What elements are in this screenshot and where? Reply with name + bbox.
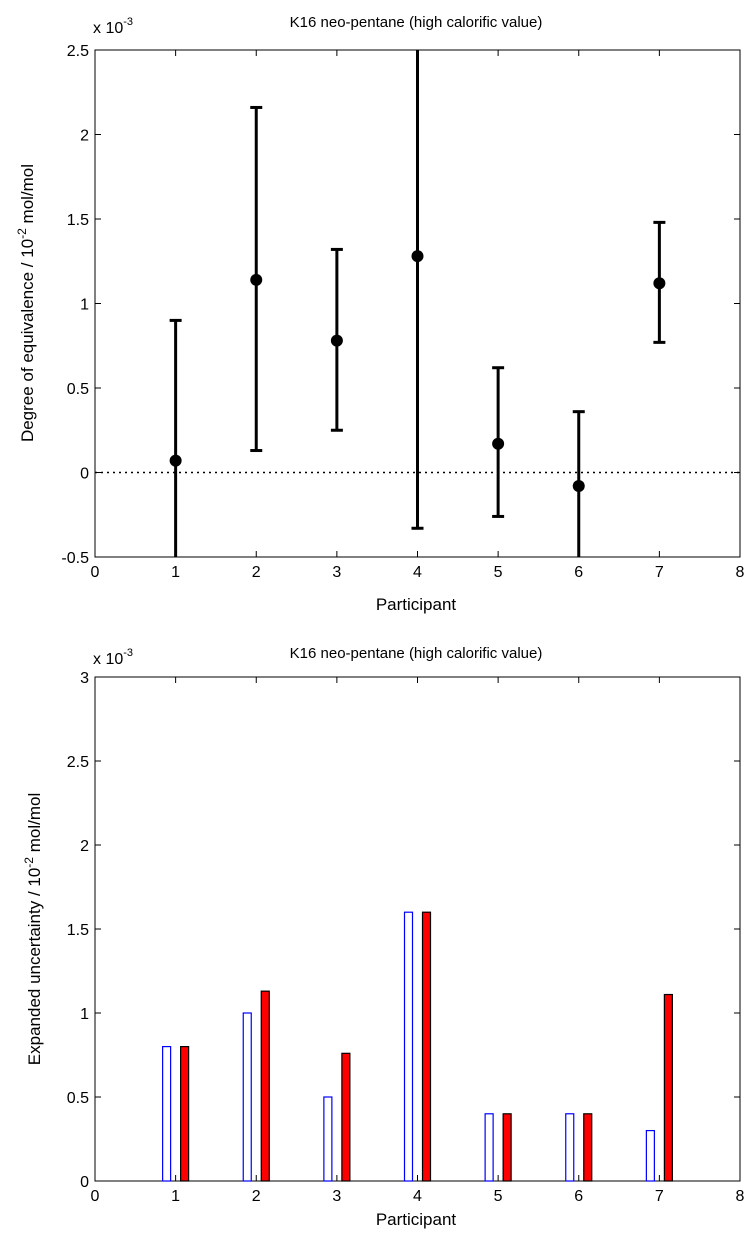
uncertainty-chart-ylabel: Expanded uncertainty / 10-2 mol/mol bbox=[22, 793, 44, 1065]
doe-chart-axes: 0 1 2 3 4 5 6 7 8-0.500.511.522.5 bbox=[61, 43, 744, 581]
1-unc-ytick-label: 1 bbox=[80, 1006, 89, 1023]
data-point bbox=[169, 454, 182, 467]
1-unc-ytick-label: 0.5 bbox=[67, 1090, 89, 1107]
0-doe-xtick-label: 1 bbox=[171, 564, 180, 581]
bar-series-blue bbox=[484, 1113, 494, 1182]
1-unc-xtick-label: 2 bbox=[252, 1188, 261, 1205]
data-point bbox=[330, 334, 343, 347]
bar-series-blue bbox=[645, 1129, 655, 1182]
1-unc-xtick-label: 6 bbox=[574, 1188, 583, 1205]
0-doe-xtick-label: 5 bbox=[494, 564, 503, 581]
bar-series-red bbox=[260, 990, 270, 1182]
1-unc-xtick-label: 8 bbox=[736, 1188, 745, 1205]
0-doe-xtick-label: 0 bbox=[91, 564, 100, 581]
data-point bbox=[653, 277, 666, 290]
1-unc-xtick-label: 0 bbox=[91, 1188, 100, 1205]
doe-chart-ylabel: Degree of equivalence / 10-2 mol/mol bbox=[15, 164, 37, 442]
1-unc-xtick-label: 4 bbox=[413, 1188, 422, 1205]
0-doe-ytick-label: 0.5 bbox=[67, 381, 89, 398]
1-unc-plot-frame bbox=[94, 676, 741, 1182]
uncertainty-chart-title: K16 neo-pentane (high calorific value) bbox=[290, 645, 543, 662]
0-doe-xtick-label: 6 bbox=[574, 564, 583, 581]
1-unc-ytick-label: 1.5 bbox=[67, 922, 89, 939]
data-point bbox=[492, 437, 505, 450]
uncertainty-chart: K16 neo-pentane (high calorific value) x… bbox=[22, 645, 745, 1229]
0-doe-ytick-label: 2.5 bbox=[67, 43, 89, 60]
data-point bbox=[250, 273, 263, 286]
bar-series-blue bbox=[242, 1012, 252, 1182]
doe-chart-exponent: x 10-3 bbox=[93, 16, 133, 37]
bar-series-red bbox=[663, 993, 673, 1182]
0-doe-xtick-label: 3 bbox=[332, 564, 341, 581]
uncertainty-chart-exponent: x 10-3 bbox=[93, 647, 133, 668]
1-unc-ytick-label: 3 bbox=[80, 670, 89, 687]
data-point bbox=[411, 250, 424, 263]
0-doe-xtick-label: 8 bbox=[736, 564, 745, 581]
0-doe-xtick-label: 2 bbox=[252, 564, 261, 581]
0-doe-ytick-label: 1.5 bbox=[67, 212, 89, 229]
uncertainty-chart-marks bbox=[162, 911, 673, 1182]
doe-chart: K16 neo-pentane (high calorific value) x… bbox=[15, 14, 745, 614]
0-doe-xtick-label: 7 bbox=[655, 564, 664, 581]
1-unc-xtick-label: 3 bbox=[332, 1188, 341, 1205]
0-doe-ytick-label: 0 bbox=[80, 466, 89, 483]
bar-series-blue bbox=[323, 1096, 333, 1182]
bar-series-blue bbox=[403, 911, 414, 1182]
uncertainty-chart-xlabel: Participant bbox=[376, 1210, 457, 1229]
1-unc-xtick-label: 7 bbox=[655, 1188, 664, 1205]
bar-series-blue bbox=[565, 1113, 575, 1182]
data-point bbox=[572, 480, 585, 493]
bar-series-red bbox=[180, 1045, 190, 1182]
1-unc-ytick-label: 0 bbox=[80, 1174, 89, 1191]
1-unc-ytick-label: 2 bbox=[80, 838, 89, 855]
bar-series-red bbox=[502, 1113, 512, 1182]
doe-chart-xlabel: Participant bbox=[376, 595, 457, 614]
1-unc-xtick-label: 1 bbox=[171, 1188, 180, 1205]
0-doe-ytick-label: 2 bbox=[80, 128, 89, 145]
bar-series-red bbox=[583, 1113, 593, 1182]
bar-series-blue bbox=[162, 1045, 172, 1182]
bar-series-red bbox=[421, 911, 432, 1182]
bar-series-red bbox=[341, 1052, 351, 1182]
uncertainty-chart-axes: 0 1 2 3 4 5 6 7 8 0 0.5 1 1.5 2 2.5 3 bbox=[67, 670, 745, 1205]
doe-chart-title: K16 neo-pentane (high calorific value) bbox=[290, 14, 543, 31]
doe-chart-marks bbox=[95, 50, 740, 557]
0-doe-xtick-label: 4 bbox=[413, 564, 422, 581]
1-unc-ytick-label: 2.5 bbox=[67, 754, 89, 771]
0-doe-ytick-label: 1 bbox=[80, 297, 89, 314]
0-doe-ytick-label: -0.5 bbox=[61, 550, 89, 567]
1-unc-xtick-label: 5 bbox=[494, 1188, 503, 1205]
